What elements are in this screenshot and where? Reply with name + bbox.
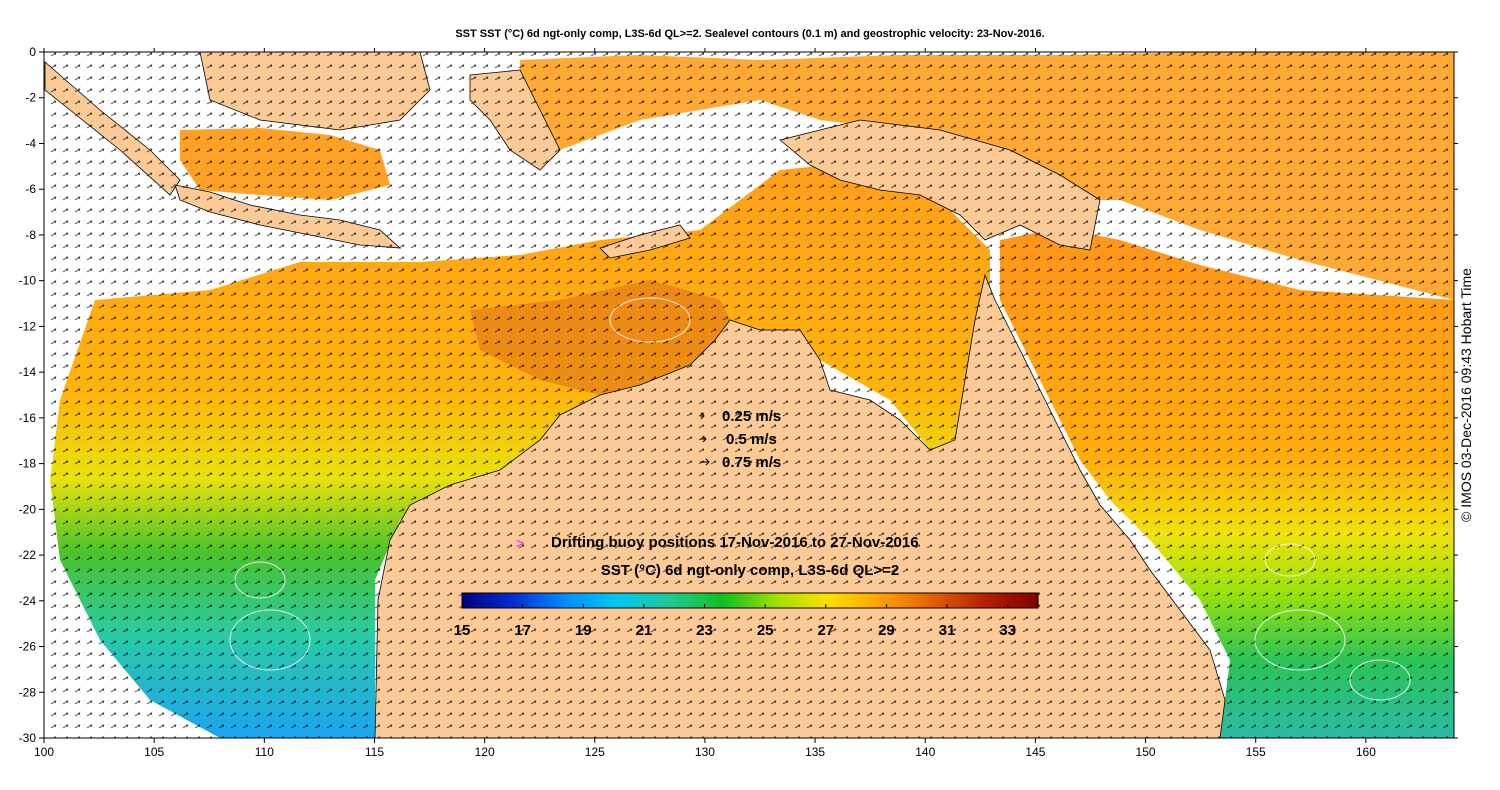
velocity-scale-arrow-icon (700, 435, 707, 443)
colorbar-ticks: 15 17 19 21 23 25 27 29 31 33 (454, 604, 1016, 639)
x-tick-label: 140 (915, 745, 935, 759)
y-tick-label: -20 (19, 502, 37, 516)
contour-loop (229, 609, 311, 671)
contour-loop (1349, 659, 1411, 701)
colorbar-tick-label: 29 (878, 622, 895, 639)
x-tick-label: 145 (1025, 745, 1045, 759)
y-tick-label: -16 (19, 411, 37, 425)
y-tick-label: 0 (29, 45, 36, 59)
y-tick-label: -12 (19, 319, 37, 333)
x-tick-label: 130 (695, 745, 715, 759)
x-tick-label: 110 (255, 745, 274, 759)
geostrophic-velocity-arrows (44, 52, 1454, 738)
x-tick-label: 155 (1246, 745, 1266, 759)
contour-loop (1254, 609, 1346, 671)
x-tick-label: 100 (34, 745, 54, 759)
y-tick-label: -22 (19, 548, 37, 562)
buoy-legend-label: Drifting buoy positions 17-Nov-2016 to 2… (551, 534, 919, 551)
y-tick-label: -14 (19, 365, 37, 379)
colorbar-tick-label: 21 (636, 622, 653, 639)
x-tick-label: 135 (805, 745, 825, 759)
y-tick-label: -10 (19, 274, 37, 288)
x-tick-label: 120 (475, 745, 495, 759)
y-tick-label: -2 (25, 91, 36, 105)
contour-loop (234, 561, 286, 599)
y-tick-label: -26 (19, 640, 37, 654)
sealevel-contours (229, 297, 1411, 701)
plot-frame (43, 51, 1455, 739)
colorbar-tick-label: 17 (514, 622, 531, 639)
x-tick-label: 150 (1136, 745, 1156, 759)
y-axis: 0 -2 -4 -6 -8 -10 -12 -14 -16 -18 -20 -22 -24 -26 -28 -… (19, 45, 1458, 745)
colorbar-tick-label: 23 (696, 622, 713, 639)
copyright-label: © IMOS 03-Dec-2016 09:43 Hobart Time (1458, 268, 1474, 522)
velocity-legend: 0.25 m/s 0.5 m/s 0.75 m/s (700, 408, 781, 471)
x-tick-label: 160 (1356, 745, 1376, 759)
velocity-legend-label: 0.75 m/s (722, 454, 781, 471)
buoy-marker-icon: > (516, 535, 524, 551)
colorbar-bar (461, 592, 1039, 609)
y-tick-label: -4 (25, 136, 36, 150)
velocity-legend-label: 0.25 m/s (722, 408, 781, 425)
contour-loop (609, 297, 691, 343)
buoy-legend: > Drifting buoy positions 17-Nov-2016 to… (516, 534, 919, 551)
colorbar-tick-label: 25 (757, 622, 774, 639)
y-tick-label: -24 (19, 594, 37, 608)
y-tick-label: -30 (19, 731, 37, 745)
x-tick-label: 105 (144, 745, 164, 759)
velocity-scale-arrow-icon (700, 458, 710, 466)
x-axis: 100 105 110 115 120 125 130 135 140 145 150 155 160 (34, 48, 1376, 759)
colorbar-tick-label: 31 (939, 622, 956, 639)
x-tick-label: 115 (365, 745, 384, 759)
velocity-legend-label: 0.5 m/s (726, 431, 777, 448)
contour-loop (1264, 543, 1316, 577)
colorbar-tick-label: 27 (817, 622, 834, 639)
colorbar-title: SST (°C) 6d ngt-only comp, L3S-6d QL>=2 (601, 562, 900, 579)
y-tick-label: -8 (25, 228, 36, 242)
y-tick-label: -18 (19, 457, 37, 471)
y-tick-label: -28 (19, 685, 37, 699)
colorbar-tick-label: 33 (999, 622, 1016, 639)
y-tick-label: -6 (25, 182, 36, 196)
colorbar-tick-label: 15 (454, 622, 471, 639)
colorbar-tick-label: 19 (575, 622, 592, 639)
x-tick-label: 125 (585, 745, 605, 759)
velocity-scale-arrow-icon (700, 412, 705, 420)
map-title: SST SST (°C) 6d ngt-only comp, L3S-6d QL… (455, 28, 1045, 40)
colorbar: SST (°C) 6d ngt-only comp, L3S-6d QL>=2 … (454, 562, 1039, 639)
